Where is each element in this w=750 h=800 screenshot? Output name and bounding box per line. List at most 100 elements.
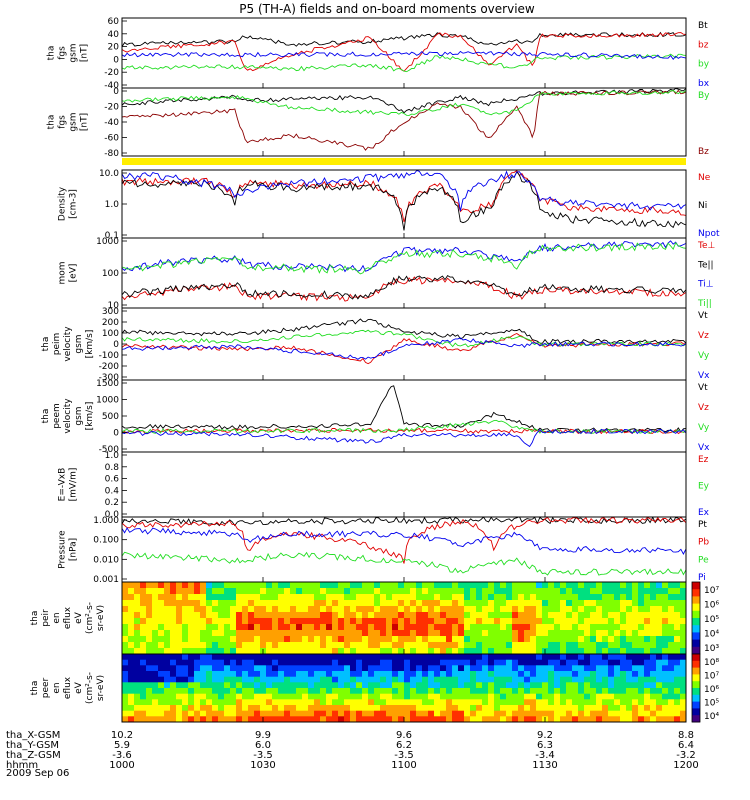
ylabel-line: gsm xyxy=(69,112,79,131)
ephem-value: -3.4 xyxy=(535,750,555,761)
series-Bz xyxy=(122,89,686,151)
ylabel-line: (cm²-s- xyxy=(85,602,95,634)
panel-fgs-gsm: tha fgs gsm [nT] 60 40 20 0 -20 -40 Bt bz by bx xyxy=(47,17,710,91)
ytick-label: 1.0 xyxy=(105,200,120,210)
series-Vt xyxy=(122,385,686,433)
ylabel-line: en xyxy=(52,682,62,693)
ytick-label: 300 xyxy=(102,307,119,317)
panel-mom-temp: mom [eV] 1000 100 10 Te⊥ Te|| Ti⊥ Ti|| xyxy=(58,237,716,311)
legend-Te||: Te|| xyxy=(697,260,714,270)
ylabel-line: [cm-3] xyxy=(69,189,79,219)
panel-peer-spectrogram: tha peer en eflux eV (cm²-s-sr-eV)10⁸10⁷10⁶10… xyxy=(30,653,719,723)
ylabel-line: (cm²-s- xyxy=(85,672,95,704)
series-Bt xyxy=(122,31,686,48)
ylabel-line: mom xyxy=(58,261,68,284)
legend-Ey: Ey xyxy=(698,482,710,492)
colorbar: 10⁸ 10⁷ 10⁶ 10⁵ 10⁴ xyxy=(691,653,719,723)
ytick-label: 60 xyxy=(108,17,120,27)
ytick-label: 1500 xyxy=(96,379,119,389)
colorbar-tick: 10⁷ xyxy=(704,586,719,596)
ylabel-line: en xyxy=(52,612,62,623)
legend-by: by xyxy=(698,60,710,70)
ylabel-line: Density xyxy=(58,186,68,221)
ephem-value: 6.3 xyxy=(537,740,553,751)
ytick-label: 0.010 xyxy=(93,555,119,565)
ytick-label: 0.2 xyxy=(105,498,119,508)
colorbar-tick: 10⁴ xyxy=(704,630,719,640)
colorbar-tick: 10⁶ xyxy=(704,601,719,611)
panel-peir-spectrogram: tha peir en eflux eV (cm²-s-sr-eV)10⁷10⁶10⁵10… xyxy=(30,581,719,655)
ylabel-line: velocity xyxy=(63,326,73,362)
ylabel-line: gsm xyxy=(69,43,79,62)
series-bx xyxy=(122,50,686,61)
legend-Ni: Ni xyxy=(698,201,707,211)
colorbar: 10⁷ 10⁶ 10⁵ 10⁴ 10³ xyxy=(691,581,719,655)
ephem-value: 9.6 xyxy=(396,730,412,741)
ytick-label: 0.6 xyxy=(105,475,120,485)
ytick-label: 0.001 xyxy=(93,575,119,585)
ephem-label: tha_Z-GSM xyxy=(6,750,61,761)
ylabel-line: [nT] xyxy=(80,44,90,62)
ephem-value: 9.9 xyxy=(255,730,271,741)
legend-bz: bz xyxy=(698,40,709,50)
ylabel-line: tha xyxy=(41,409,51,424)
ytick-label: 100 xyxy=(102,329,119,339)
series-Pe xyxy=(122,551,686,576)
ephem-label: tha_X-GSM xyxy=(6,730,60,741)
panel-e-field: E=-VxB [mV/m] 1.0 0.8 0.60.4 0.2 0.0 Ez Ey Ex xyxy=(58,451,710,520)
ytick-label: 10 xyxy=(108,301,120,311)
legend-Ex: Ex xyxy=(698,508,710,518)
ytick-label: -40 xyxy=(104,81,119,91)
legend-bx: bx xyxy=(698,79,710,89)
series-Vx xyxy=(122,337,686,360)
colorbar-tick: 10⁵ xyxy=(704,615,719,625)
series-By xyxy=(122,90,686,116)
series-Vx xyxy=(122,428,686,448)
ephem-label: hhmm xyxy=(6,760,38,771)
series-Te⊥ xyxy=(122,276,686,302)
legend-Ez: Ez xyxy=(698,455,709,465)
legend-Bt: Bt xyxy=(698,21,708,31)
colorbar-tick: 10⁸ xyxy=(704,658,719,668)
ylabel-line: [mV/m] xyxy=(69,468,79,502)
legend-Te⊥: Te⊥ xyxy=(697,241,716,251)
ytick-label: 0 xyxy=(113,340,119,350)
ylabel-line: Pressure xyxy=(58,530,68,569)
series-Pt xyxy=(122,517,686,527)
ytick-label: -100 xyxy=(99,351,120,361)
ephem-value: 1000 xyxy=(109,760,134,771)
spectrogram-cells xyxy=(122,582,686,654)
spectrogram-cells xyxy=(122,654,686,722)
ylabel-line: peir xyxy=(41,609,51,627)
ephemeris-table: tha_X-GSM 10.2 9.9 9.6 9.2 8.8 tha_Y-GSM 5.9 6.0… xyxy=(6,730,699,771)
ylabel-line: eV xyxy=(74,611,84,624)
legend-Vy: Vy xyxy=(698,351,710,361)
ytick-label: 20 xyxy=(108,43,120,53)
legend-Pe: Pe xyxy=(698,555,709,565)
ylabel-line: gsm xyxy=(74,334,84,353)
ylabel-line: [km/s] xyxy=(85,330,95,359)
ephem-value: 6.4 xyxy=(678,740,694,751)
ylabel-line: eV xyxy=(74,681,84,694)
series-by xyxy=(122,53,686,73)
ylabel-line: [nPa] xyxy=(69,538,79,561)
ytick-label: -20 xyxy=(104,68,119,78)
legend-Vx: Vx xyxy=(698,371,710,381)
legend-Pi: Pi xyxy=(698,573,706,583)
ytick-label: 0.8 xyxy=(105,463,120,473)
legend-Vt: Vt xyxy=(698,311,708,321)
ephem-value: 6.0 xyxy=(255,740,271,751)
ytick-label: 40 xyxy=(108,30,120,40)
ylabel-line: E=-VxB xyxy=(58,468,68,502)
ylabel-line: tha xyxy=(30,681,40,696)
date-label: 2009 Sep 06 xyxy=(6,768,69,779)
legend-Vx: Vx xyxy=(698,443,710,453)
ytick-label: -300 xyxy=(99,373,120,383)
ylabel-line: eflux xyxy=(63,676,73,699)
ylabel-line: fgs xyxy=(58,115,68,129)
colorbar-tick: 10³ xyxy=(704,644,719,654)
ytick-label: -60 xyxy=(104,134,119,144)
ytick-label: 0.100 xyxy=(93,536,119,546)
legend-Pb: Pb xyxy=(698,538,709,548)
